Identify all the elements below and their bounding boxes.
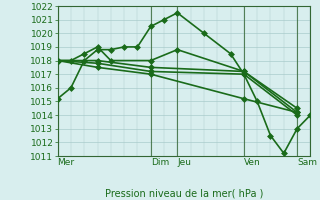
Text: Pression niveau de la mer( hPa ): Pression niveau de la mer( hPa ) — [105, 189, 263, 199]
Text: Ven: Ven — [244, 158, 260, 167]
Text: Jeu: Jeu — [177, 158, 191, 167]
Text: Mer: Mer — [58, 158, 75, 167]
Text: Dim: Dim — [151, 158, 169, 167]
Text: Sam: Sam — [297, 158, 317, 167]
